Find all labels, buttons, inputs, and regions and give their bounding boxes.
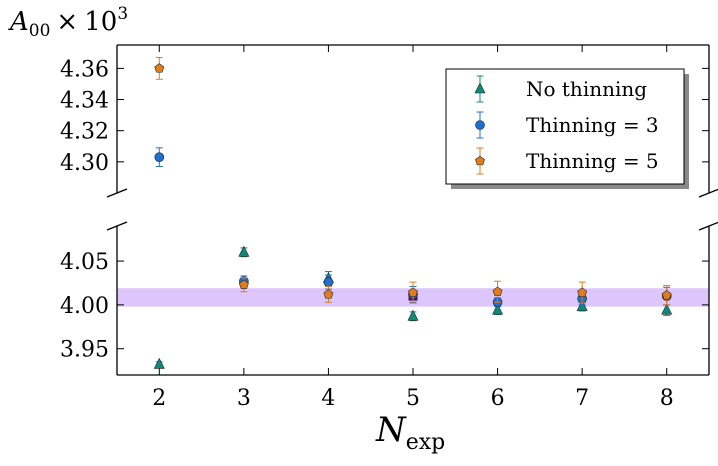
upper-panel-y-tick-label: 4.36 [60,57,109,82]
data-point-thinning-5 [577,287,588,297]
x-axis-label: Nexp [375,410,445,455]
axis-break-mark [698,188,718,198]
data-point-thinning-3 [154,152,165,162]
data-point-thinning-5 [154,63,165,73]
x-tick-label: 2 [152,386,166,411]
axis-break-mark [106,221,128,231]
legend-label-thinning-5: Thinning = 5 [526,149,659,173]
data-point-no-thinning [238,245,250,257]
legend-marker-no-thinning [474,82,486,94]
data-point-thinning-5 [661,290,672,300]
axes-layer: 4.30 4.32 4.34 4.36 3.95 4.00 4.05 2 3 4 5 6 7 8 [60,44,718,411]
data-point-no-thinning [407,309,419,321]
lower-panel-y-tick-label: 4.05 [60,250,109,275]
lower-panel-y-tick-label: 4.00 [60,294,109,319]
legend-marker-thinning-3 [475,120,485,130]
data-point-thinning-5 [238,279,249,289]
x-tick-label: 4 [321,386,335,411]
legend-label-no-thinning: No thinning [526,77,647,101]
legend-label-thinning-3: Thinning = 3 [526,113,659,137]
lower-panel-y-tick-label: 3.95 [60,338,109,363]
data-point-no-thinning [153,357,165,369]
upper-panel-y-tick-label: 4.34 [60,89,109,114]
data-point-no-thinning [492,303,504,315]
data-point-thinning-5 [408,287,418,297]
data-point-thinning-5 [323,289,334,299]
y-axis-label: A00 × 103 [8,4,128,41]
x-tick-label: 7 [575,386,589,411]
data-point-no-thinning [576,299,588,311]
x-tick-label: 6 [491,386,505,411]
upper-panel-y-tick-label: 4.30 [60,151,109,176]
data-marks-layer [153,56,673,369]
x-tick-label: 3 [237,386,251,411]
legend-marker-thinning-5 [475,155,485,166]
x-tick-label: 5 [406,386,420,411]
data-point-thinning-5 [492,286,503,296]
legend-box [445,68,685,185]
upper-panel-y-tick-label: 4.32 [60,120,109,145]
data-point-no-thinning [661,303,673,315]
x-tick-label: 8 [660,386,674,411]
legend: No thinning Thinning = 3 Thinning = 5 [445,68,689,189]
axis-break-mark [698,221,718,231]
data-point-thinning-3 [323,277,334,287]
axis-break-mark [106,188,128,198]
